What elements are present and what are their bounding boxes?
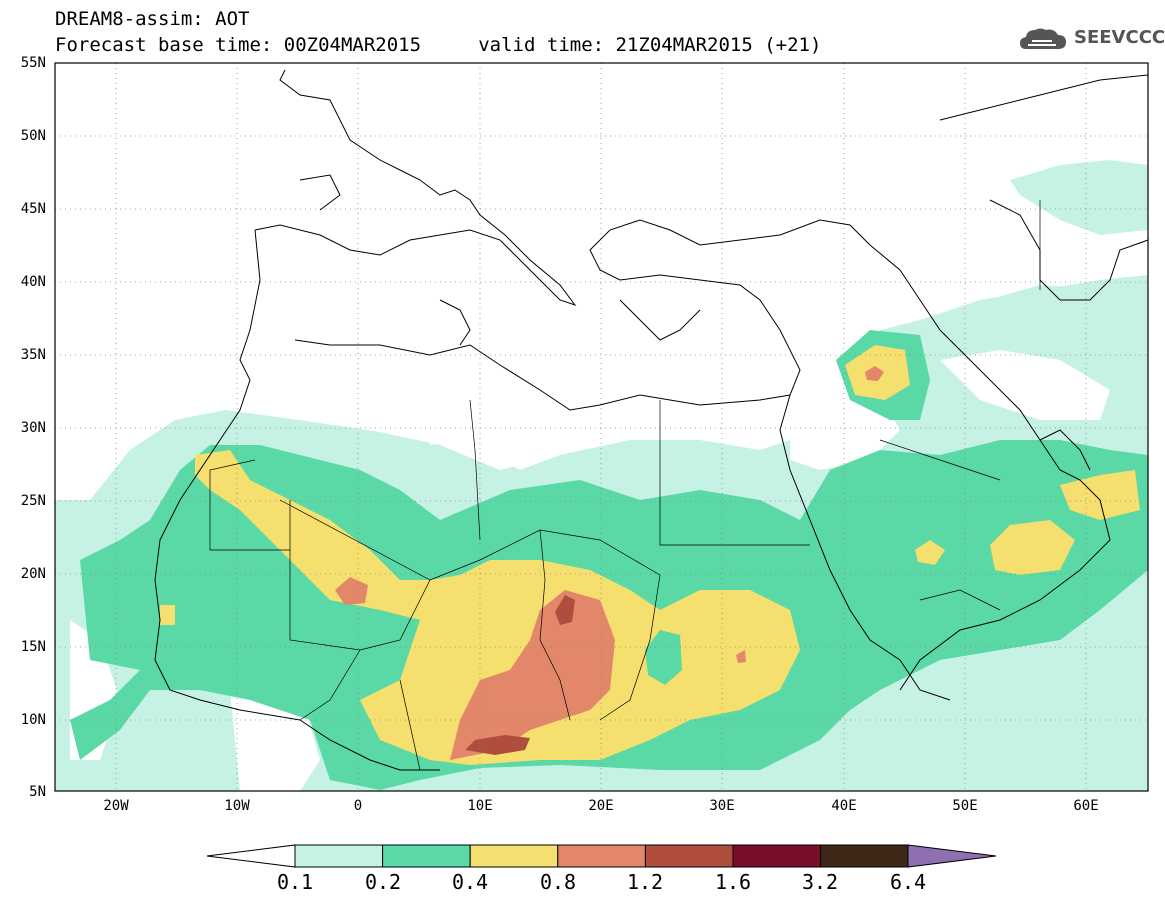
lon-label: 60E: [1073, 798, 1099, 814]
clear-areas: [70, 350, 1110, 791]
colorbar-level: 0.8: [539, 870, 577, 894]
colorbar-level: 0.4: [451, 870, 489, 894]
lon-label: 10W: [224, 798, 250, 814]
logo-text: SEEVCCC: [1074, 27, 1165, 48]
lon-label: 0: [353, 798, 363, 814]
colorbar-level: 3.2: [801, 870, 839, 894]
forecast-times: Forecast base time: 00Z04MAR2015 valid t…: [55, 34, 822, 56]
colorbar-level: 1.2: [626, 870, 664, 894]
coastlines: [154, 69, 1148, 771]
lon-label: 10E: [467, 798, 493, 814]
colorbar-swatch: [557, 844, 646, 868]
colorbar-level: 1.6: [714, 870, 752, 894]
lat-label: 20N: [20, 566, 46, 582]
lat-label: 55N: [20, 55, 46, 71]
colorbar-swatch: [732, 844, 822, 868]
lon-label: 50E: [952, 798, 978, 814]
map-frame: [54, 62, 1149, 792]
lat-label: 30N: [20, 420, 46, 436]
colorbar-swatch: [820, 844, 909, 868]
lat-label: 40N: [20, 274, 46, 290]
colorbar-level: 6.4: [889, 870, 927, 894]
lat-label: 10N: [20, 712, 46, 728]
colorbar-swatch: [294, 844, 384, 868]
lat-label: 35N: [20, 347, 46, 363]
colorbar-swatch: [382, 844, 471, 868]
lon-label: 20E: [588, 798, 614, 814]
colorbar-under-arrow: [206, 844, 296, 868]
lat-label: 25N: [20, 493, 46, 509]
colorbar-level: 0.1: [276, 870, 314, 894]
lon-label: 40E: [831, 798, 857, 814]
lat-label: 5N: [29, 784, 46, 800]
lon-label: 30E: [709, 798, 735, 814]
graticule: [55, 63, 1148, 791]
lon-label: 20W: [103, 798, 129, 814]
colorbar-swatch: [644, 844, 734, 868]
lat-label: 15N: [20, 639, 46, 655]
lat-label: 45N: [20, 201, 46, 217]
map-title: DREAM8-assim: AOT: [55, 8, 250, 30]
colorbar-over-arrow: [907, 844, 997, 868]
cloud-icon: [1020, 28, 1066, 49]
aot-band-0.8: [335, 366, 884, 760]
country-borders: [209, 200, 1041, 771]
lat-label: 50N: [20, 128, 46, 144]
colorbar: [206, 844, 997, 868]
colorbar-swatch: [469, 844, 559, 868]
seevccc-logo: SEEVCCC: [1018, 25, 1165, 55]
aot-band-1.2: [465, 595, 575, 755]
colorbar-level: 0.2: [364, 870, 402, 894]
